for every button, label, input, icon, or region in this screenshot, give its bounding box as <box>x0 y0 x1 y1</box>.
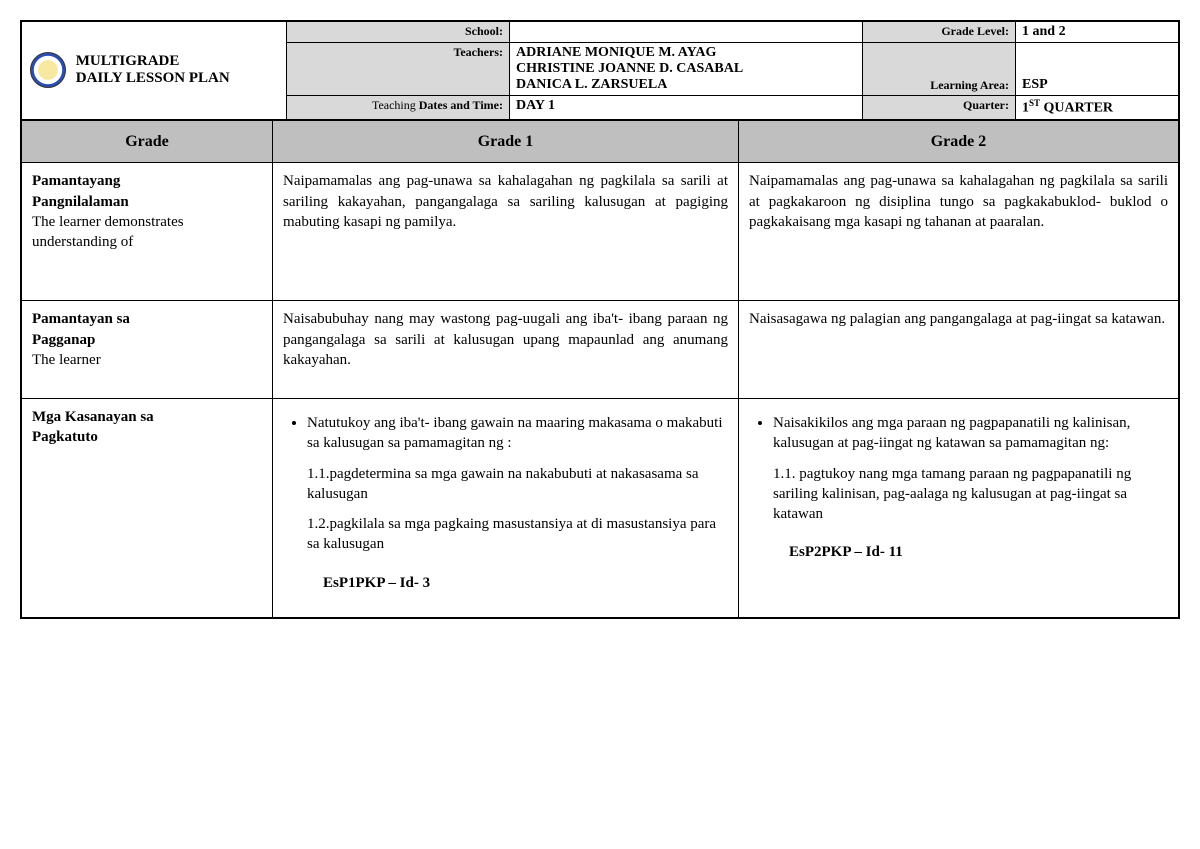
value-school <box>510 22 863 43</box>
value-quarter: 1ST QUARTER <box>1016 96 1179 120</box>
label-teachers: Teachers: <box>287 43 510 96</box>
row3-g1-p2: 1.2.pagkilala sa mga pagkaing masustansi… <box>307 514 728 555</box>
title-line2: DAILY LESSON PLAN <box>76 70 230 86</box>
title-line1: MULTIGRADE <box>76 53 180 69</box>
label-school: School: <box>287 22 510 43</box>
value-teachers: ADRIANE MONIQUE M. AYAG CHRISTINE JOANNE… <box>510 43 863 96</box>
row3-bold2: Pagkatuto <box>32 429 98 445</box>
label-dates: Teaching Dates and Time: <box>287 96 510 120</box>
row3-g2-bullet: Naisakikilos ang mga paraan ng pagpapana… <box>773 413 1168 454</box>
col-head-grade: Grade <box>22 120 273 163</box>
row3-g2: Naisakikilos ang mga paraan ng pagpapana… <box>739 399 1179 618</box>
row3-bold1: Mga Kasanayan sa <box>32 409 154 425</box>
label-quarter: Quarter: <box>863 96 1016 120</box>
row3-g1-bullet: Natutukoy ang iba't- ibang gawain na maa… <box>307 413 728 454</box>
row3-g2-code: EsP2PKP – Id- 11 <box>789 542 1168 562</box>
row2-bold2: Pagganap <box>32 332 95 348</box>
value-dates: DAY 1 <box>510 96 863 120</box>
row3-g1-code: EsP1PKP – Id- 3 <box>323 573 728 593</box>
row2-g1: Naisabubuhay nang may wastong pag-uugali… <box>273 301 739 399</box>
row2-label: Pamantayan sa Pagganap The learner <box>22 301 273 399</box>
row2-bold1: Pamantayan sa <box>32 311 130 327</box>
row1-bold2: Pangnilalaman <box>32 194 129 210</box>
label-grade-level: Grade Level: <box>863 22 1016 43</box>
row-pamantayang-pangnilalaman: Pamantayang Pangnilalaman The learner de… <box>22 163 1179 301</box>
teacher-1: ADRIANE MONIQUE M. AYAG <box>516 45 716 60</box>
row1-sub: The learner demonstrates understanding o… <box>32 214 184 250</box>
row3-label: Mga Kasanayan sa Pagkatuto <box>22 399 273 618</box>
value-learning-area: ESP <box>1016 43 1179 96</box>
label-learning-area: Learning Area: <box>863 43 1016 96</box>
col-head-grade1: Grade 1 <box>273 120 739 163</box>
header-table: MULTIGRADE DAILY LESSON PLAN School: Gra… <box>21 21 1179 120</box>
title-cell: MULTIGRADE DAILY LESSON PLAN <box>22 22 287 120</box>
row1-label: Pamantayang Pangnilalaman The learner de… <box>22 163 273 301</box>
row2-sub: The learner <box>32 352 101 368</box>
value-grade-level: 1 and 2 <box>1016 22 1179 43</box>
row-mga-kasanayan: Mga Kasanayan sa Pagkatuto Natutukoy ang… <box>22 399 1179 618</box>
quarter-num: 1 <box>1022 101 1029 116</box>
row-pamantayan-pagganap: Pamantayan sa Pagganap The learner Naisa… <box>22 301 1179 399</box>
row3-g1: Natutukoy ang iba't- ibang gawain na maa… <box>273 399 739 618</box>
quarter-suffix: ST <box>1029 98 1040 108</box>
row1-g2: Naipamamalas ang pag-unawa sa kahalagaha… <box>739 163 1179 301</box>
col-head-grade2: Grade 2 <box>739 120 1179 163</box>
teacher-3: DANICA L. ZARSUELA <box>516 77 667 92</box>
teacher-2: CHRISTINE JOANNE D. CASABAL <box>516 61 743 76</box>
row1-g1: Naipamamalas ang pag-unawa sa kahalagaha… <box>273 163 739 301</box>
lesson-plan-container: MULTIGRADE DAILY LESSON PLAN School: Gra… <box>20 20 1180 619</box>
row3-g1-p1: 1.1.pagdetermina sa mga gawain na nakabu… <box>307 464 728 505</box>
content-table: Grade Grade 1 Grade 2 Pamantayang Pangni… <box>21 120 1179 618</box>
deped-logo-icon <box>30 52 66 88</box>
row2-g2: Naisasagawa ng palagian ang pangangalaga… <box>739 301 1179 399</box>
row3-g2-p1: 1.1. pagtukoy nang mga tamang paraan ng … <box>773 464 1168 525</box>
row1-bold1: Pamantayang <box>32 173 120 189</box>
quarter-tail: QUARTER <box>1040 101 1113 116</box>
